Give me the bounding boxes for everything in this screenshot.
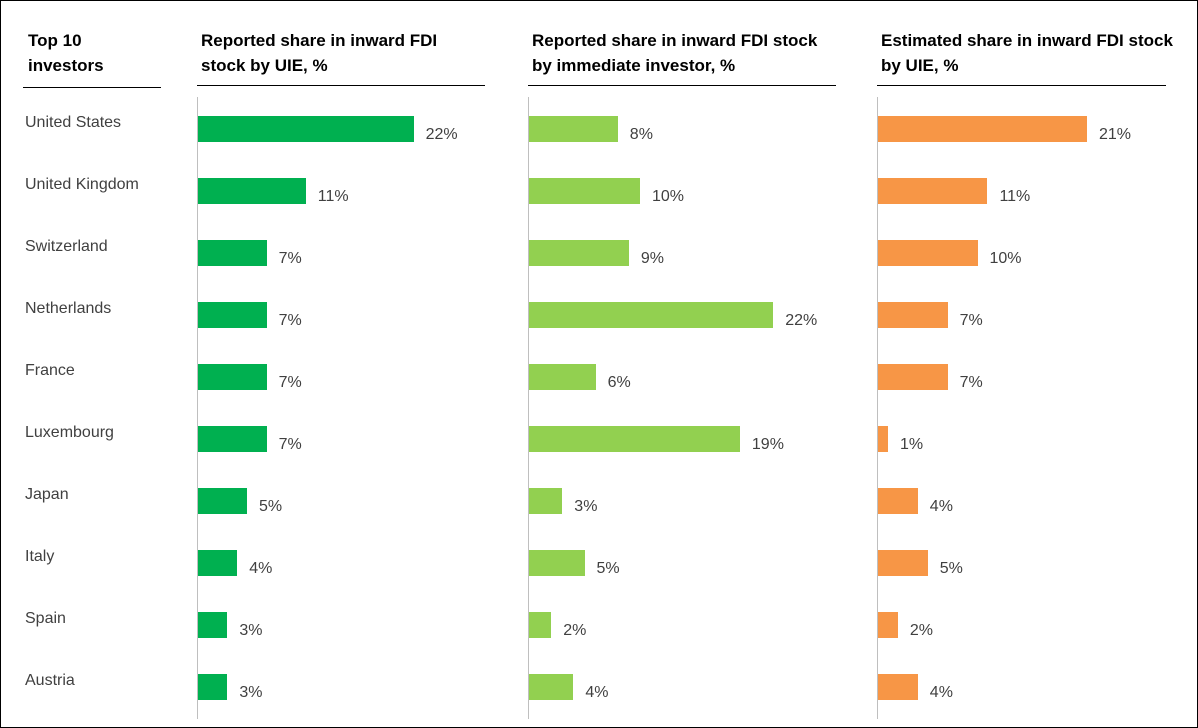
value-label: 5% (939, 560, 963, 577)
value-label: 6% (607, 374, 631, 391)
category-label: Luxembourg (25, 424, 114, 441)
value-label: 4% (929, 498, 953, 515)
category-axis (197, 97, 198, 719)
bar (529, 550, 585, 576)
bar (878, 488, 918, 514)
bar (529, 364, 596, 390)
bar (529, 302, 774, 328)
value-label: 5% (596, 560, 620, 577)
category-label: United States (25, 114, 122, 131)
value-label: 3% (239, 622, 263, 639)
title-rule (528, 85, 836, 86)
value-label: 7% (278, 374, 302, 391)
category-label: Japan (25, 486, 69, 503)
value-label: 10% (652, 188, 685, 205)
bar (529, 240, 629, 266)
category-label: Netherlands (25, 300, 112, 317)
bar (529, 488, 563, 514)
value-label: 7% (278, 436, 302, 453)
value-label: 2% (909, 622, 934, 639)
category-header: Top 10 investors (28, 31, 104, 75)
category-label: United Kingdom (25, 176, 139, 193)
title-rule (197, 85, 485, 86)
bar (198, 488, 247, 514)
bar (198, 116, 414, 142)
bar (198, 674, 228, 700)
category-label: Spain (25, 610, 66, 627)
bar (198, 364, 267, 390)
bar (878, 178, 988, 204)
category-label: Austria (25, 672, 75, 689)
panel-title: Reported share in inward FDI stock by UI… (201, 31, 438, 75)
panel-title: Estimated share in inward FDI stock by U… (881, 31, 1173, 75)
bar (878, 550, 928, 576)
value-label: 21% (1098, 126, 1131, 143)
value-label: 3% (574, 498, 598, 515)
bar (198, 240, 267, 266)
bar (878, 116, 1087, 142)
value-label: 22% (425, 126, 458, 143)
bar (878, 240, 978, 266)
bar (198, 302, 267, 328)
category-label: Switzerland (25, 238, 108, 255)
value-label: 10% (989, 250, 1022, 267)
bar (529, 116, 618, 142)
value-label: 7% (959, 374, 983, 391)
value-label: 8% (629, 126, 653, 143)
value-label: 4% (585, 684, 609, 701)
bar (529, 674, 574, 700)
bar (198, 550, 238, 576)
value-label: 19% (751, 436, 784, 453)
bar (198, 178, 306, 204)
value-label: 2% (563, 622, 587, 639)
bar (878, 364, 948, 390)
value-label: 7% (278, 250, 302, 267)
value-label: 7% (278, 312, 302, 329)
header-rule (23, 87, 161, 88)
value-label: 5% (259, 498, 283, 515)
value-label: 11% (999, 188, 1031, 205)
category-label: France (25, 362, 75, 379)
bar (198, 426, 267, 452)
bar (878, 426, 888, 452)
value-label: 22% (785, 312, 818, 329)
category-label: Italy (25, 548, 55, 565)
bar (878, 302, 948, 328)
title-rule (877, 85, 1166, 86)
value-label: 9% (640, 250, 665, 267)
bar (198, 612, 228, 638)
panel-title: Reported share in inward FDI stock by im… (532, 31, 818, 75)
bar (529, 178, 640, 204)
bar (878, 612, 898, 638)
category-axis (528, 97, 529, 719)
value-label: 4% (249, 560, 273, 577)
value-label: 3% (239, 684, 263, 701)
bar (529, 426, 740, 452)
value-label: 7% (959, 312, 983, 329)
value-label: 11% (317, 188, 349, 205)
value-label: 1% (899, 436, 924, 453)
category-axis (877, 97, 878, 719)
bar (529, 612, 552, 638)
bar (878, 674, 918, 700)
value-label: 4% (929, 684, 953, 701)
